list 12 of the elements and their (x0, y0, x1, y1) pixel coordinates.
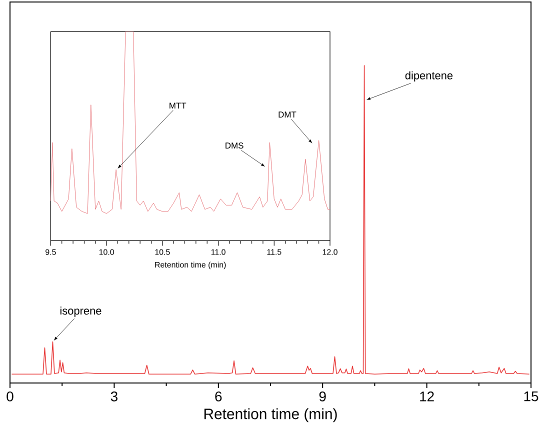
x-tick-label: 9 (319, 392, 326, 402)
annotation: isoprene (60, 306, 102, 317)
annotation: DMS (226, 142, 244, 149)
annotation: MTT (170, 102, 186, 109)
x-tick-label: 3 (110, 392, 118, 402)
x-tick-label: 6 (215, 392, 222, 402)
annotation: dipentene (405, 71, 453, 82)
x-axis-title: Retention time (min) (204, 408, 337, 422)
x-tick-label: 0 (6, 392, 14, 402)
x-tick-label: 12 (420, 392, 434, 402)
annotation: DMT (278, 112, 296, 118)
x-tick-label: 15 (524, 392, 538, 402)
